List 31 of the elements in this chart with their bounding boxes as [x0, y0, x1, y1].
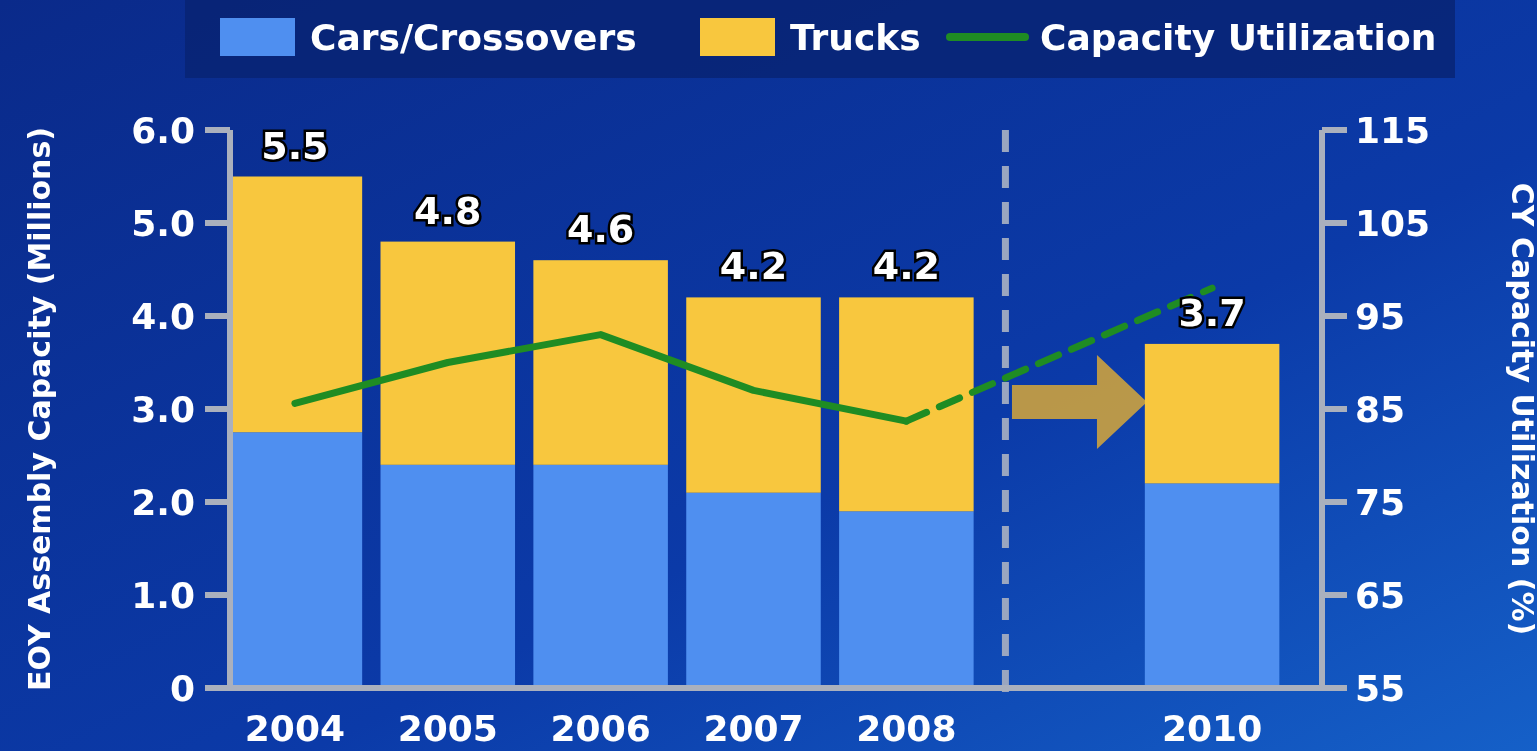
- y-tick-label: 1.0: [131, 574, 195, 616]
- legend-label: Cars/Crossovers: [310, 17, 637, 58]
- total-label: 4.2: [872, 244, 941, 289]
- y-axis-title: EOY Assembly Capacity (Millions): [22, 126, 57, 692]
- total-label: 5.5: [261, 123, 329, 168]
- y-tick-label: 5.0: [131, 202, 195, 244]
- y-tick-label: 4.0: [131, 295, 195, 337]
- total-label: 4.6: [566, 207, 635, 252]
- y2-tick-label: 85: [1355, 388, 1406, 430]
- y2-tick-label: 105: [1355, 202, 1431, 244]
- y-tick-label: 6.0: [131, 109, 195, 151]
- total-label: 4.2: [719, 244, 788, 289]
- y2-tick-label: 95: [1355, 295, 1406, 337]
- x-tick-label: 2007: [703, 708, 804, 749]
- x-tick-label: 2005: [397, 708, 498, 749]
- legend-label: Trucks: [790, 17, 921, 58]
- y-tick-label: 2.0: [131, 481, 195, 523]
- y2-tick-label: 75: [1355, 481, 1406, 523]
- x-tick-label: 2010: [1161, 708, 1263, 749]
- y-tick-label: 0: [169, 667, 195, 709]
- y2-tick-label: 115: [1355, 109, 1431, 151]
- x-tick-label: 2004: [244, 708, 346, 749]
- x-tick-label: 2006: [550, 708, 651, 749]
- legend-label: Capacity Utilization: [1040, 17, 1437, 58]
- total-label: 3.7: [1178, 290, 1246, 335]
- y2-tick-label: 65: [1355, 574, 1406, 616]
- y-tick-label: 3.0: [131, 388, 195, 430]
- total-label: 4.8: [414, 188, 482, 233]
- y2-tick-label: 55: [1355, 667, 1406, 709]
- x-tick-label: 2008: [856, 708, 957, 749]
- y2-axis-title: CY Capacity Utilization (%): [1505, 182, 1537, 636]
